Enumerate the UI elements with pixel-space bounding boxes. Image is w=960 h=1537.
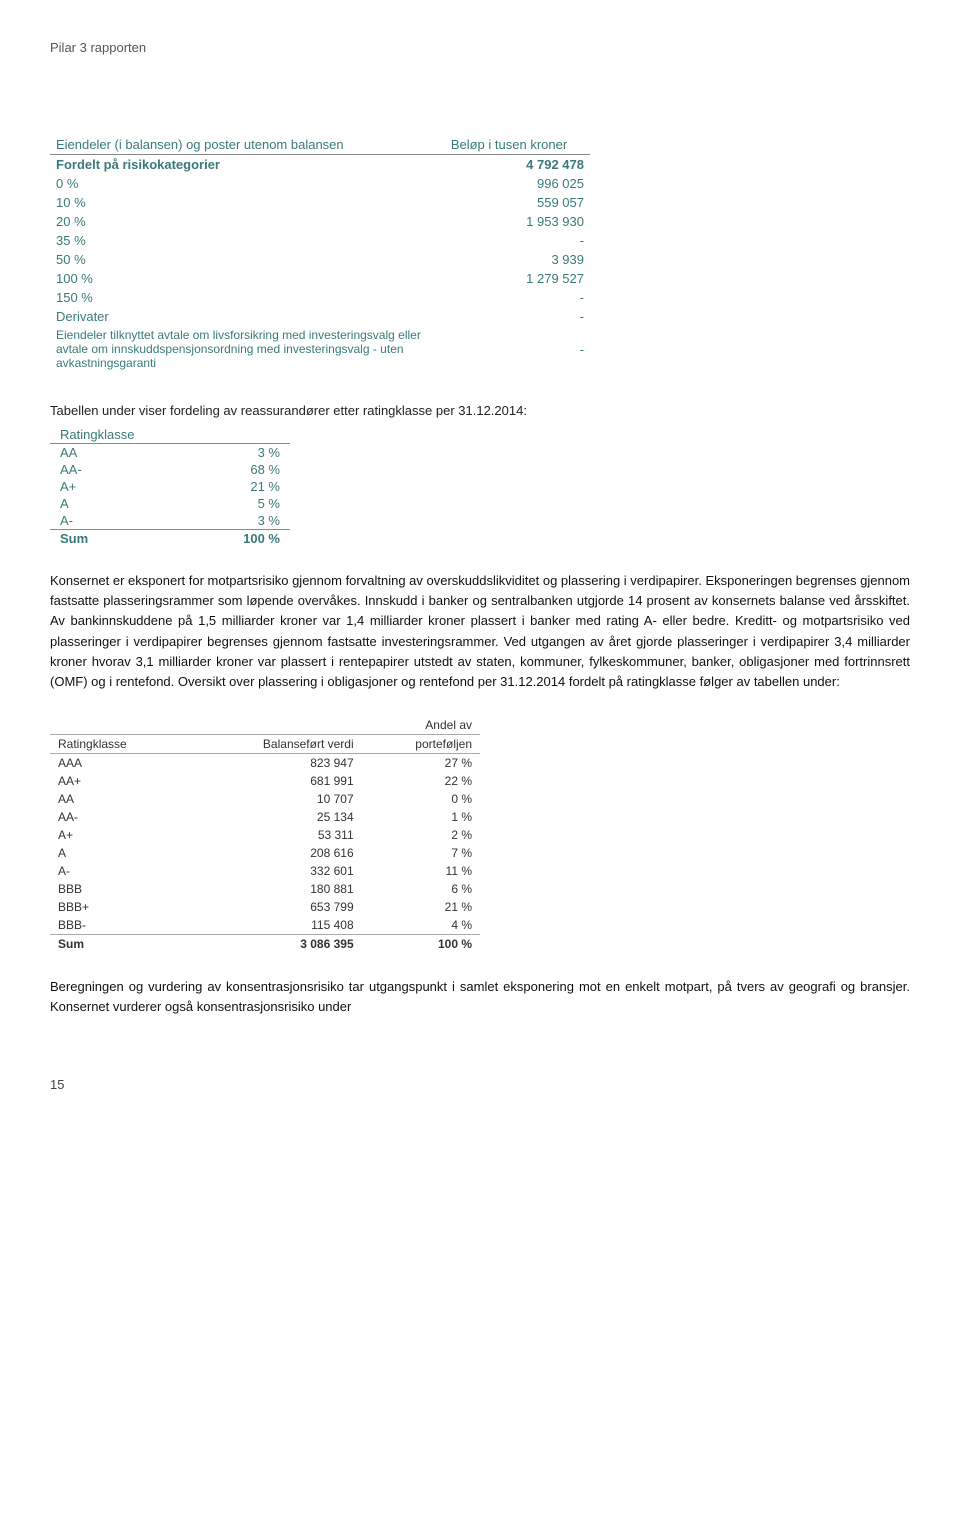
- t2-row-value: 5 %: [160, 495, 290, 512]
- t3-row-c3: 11 %: [362, 862, 480, 880]
- t3-row-c2: 10 707: [188, 790, 362, 808]
- t2-row-label: A-: [50, 512, 160, 530]
- t1-total-value: 4 792 478: [428, 155, 590, 175]
- t2-row-value: 3 %: [160, 444, 290, 462]
- t1-row-value: -: [428, 307, 590, 326]
- t2-row-value: 3 %: [160, 512, 290, 530]
- t1-total-label: Fordelt på risikokategorier: [50, 155, 428, 175]
- t1-row-label: Eiendeler tilknyttet avtale om livsforsi…: [50, 326, 428, 372]
- t3-row-c2: 332 601: [188, 862, 362, 880]
- t1-row-label: 150 %: [50, 288, 428, 307]
- t1-row-value: -: [428, 231, 590, 250]
- t3-row-c3: 7 %: [362, 844, 480, 862]
- t1-row-value: 996 025: [428, 174, 590, 193]
- t3-row-c1: AAA: [50, 754, 188, 773]
- page-number: 15: [50, 1077, 910, 1092]
- t2-row-value: 21 %: [160, 478, 290, 495]
- t2-row-label: A+: [50, 478, 160, 495]
- t3-row-c3: 22 %: [362, 772, 480, 790]
- t1-row-label: 50 %: [50, 250, 428, 269]
- t2-row-label: AA: [50, 444, 160, 462]
- t3-row-c1: AA+: [50, 772, 188, 790]
- t3-row-c3: 27 %: [362, 754, 480, 773]
- t3-h1: [50, 716, 188, 735]
- paragraph-2: Beregningen og vurdering av konsentrasjo…: [50, 977, 910, 1017]
- t2-row-label: A: [50, 495, 160, 512]
- t3-row-c2: 25 134: [188, 808, 362, 826]
- t3-row-c1: AA: [50, 790, 188, 808]
- t3-row-c2: 115 408: [188, 916, 362, 935]
- t1-row-value: 3 939: [428, 250, 590, 269]
- t1-row-value: 559 057: [428, 193, 590, 212]
- t3-row-c1: BBB+: [50, 898, 188, 916]
- t3-row-c2: 823 947: [188, 754, 362, 773]
- t3-row-c3: 21 %: [362, 898, 480, 916]
- t3-sum-c2: 3 086 395: [188, 935, 362, 954]
- t3-row-c2: 653 799: [188, 898, 362, 916]
- rating-class-table: Ratingklasse AA3 %AA-68 %A+21 %A5 %A-3 %…: [50, 426, 290, 547]
- narrative-1: Tabellen under viser fordeling av reassu…: [50, 402, 910, 420]
- t3-row-c3: 1 %: [362, 808, 480, 826]
- page-header: Pilar 3 rapporten: [50, 40, 910, 55]
- t3-row-c2: 208 616: [188, 844, 362, 862]
- t1-row-label: 35 %: [50, 231, 428, 250]
- paragraph-1: Konsernet er eksponert for motpartsrisik…: [50, 571, 910, 692]
- t3-row-c1: A-: [50, 862, 188, 880]
- t3-h1b: Ratingklasse: [50, 735, 188, 754]
- t1-row-label: 10 %: [50, 193, 428, 212]
- t3-row-c1: BBB-: [50, 916, 188, 935]
- t1-row-label: 20 %: [50, 212, 428, 231]
- t3-h2: [188, 716, 362, 735]
- t3-row-c3: 2 %: [362, 826, 480, 844]
- t2-header: Ratingklasse: [50, 426, 290, 444]
- t3-sum-c3: 100 %: [362, 935, 480, 954]
- t3-row-c1: A: [50, 844, 188, 862]
- t3-row-c3: 6 %: [362, 880, 480, 898]
- t1-col2-header: Beløp i tusen kroner: [428, 135, 590, 155]
- t3-h3b: porteføljen: [362, 735, 480, 754]
- t2-sum-value: 100 %: [160, 530, 290, 548]
- t2-row-value: 68 %: [160, 461, 290, 478]
- t1-row-value: -: [428, 326, 590, 372]
- t1-row-label: 100 %: [50, 269, 428, 288]
- t3-row-c2: 681 991: [188, 772, 362, 790]
- t3-row-c3: 4 %: [362, 916, 480, 935]
- t1-row-value: -: [428, 288, 590, 307]
- t1-row-label: Derivater: [50, 307, 428, 326]
- t3-row-c1: A+: [50, 826, 188, 844]
- t1-row-value: 1 279 527: [428, 269, 590, 288]
- risk-categories-table: Eiendeler (i balansen) og poster utenom …: [50, 135, 590, 372]
- t3-row-c1: AA-: [50, 808, 188, 826]
- portfolio-rating-table: Andel av Ratingklasse Balanseført verdi …: [50, 716, 480, 953]
- t3-row-c3: 0 %: [362, 790, 480, 808]
- t2-row-label: AA-: [50, 461, 160, 478]
- t1-row-label: 0 %: [50, 174, 428, 193]
- t3-row-c2: 180 881: [188, 880, 362, 898]
- t3-h2b: Balanseført verdi: [188, 735, 362, 754]
- t3-row-c1: BBB: [50, 880, 188, 898]
- t1-col1-header: Eiendeler (i balansen) og poster utenom …: [50, 135, 428, 155]
- t1-row-value: 1 953 930: [428, 212, 590, 231]
- t2-sum-label: Sum: [50, 530, 160, 548]
- t3-h3a: Andel av: [362, 716, 480, 735]
- t3-row-c2: 53 311: [188, 826, 362, 844]
- t3-sum-c1: Sum: [50, 935, 188, 954]
